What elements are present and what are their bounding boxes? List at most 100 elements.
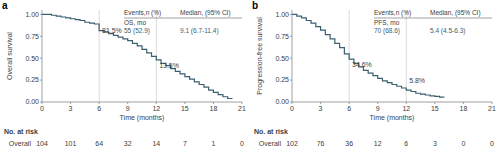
y-tick-label: 0.75 xyxy=(25,33,39,40)
x-tick-label: 15 xyxy=(431,105,439,112)
annotation: 81.5% xyxy=(102,27,122,34)
y-tick xyxy=(290,36,292,37)
table-header: Events,n (%) xyxy=(374,9,411,17)
risk-count: 32 xyxy=(124,140,132,147)
x-axis xyxy=(42,102,242,103)
x-axis xyxy=(292,102,492,103)
y-tick xyxy=(290,80,292,81)
survival-curve xyxy=(292,14,444,97)
y-tick-label: 0.00 xyxy=(275,98,289,105)
y-tick-label: 0.75 xyxy=(275,33,289,40)
x-tick xyxy=(463,102,464,104)
risk-row-label: Overall xyxy=(9,140,32,147)
risk-count: 7 xyxy=(183,140,187,147)
x-tick-label: 21 xyxy=(238,105,246,112)
y-tick-label: 0.25 xyxy=(275,76,289,83)
x-tick xyxy=(156,102,157,104)
risk-count: 12 xyxy=(374,140,382,147)
risk-count: 76 xyxy=(317,140,325,147)
table-value: 55 (52.9) xyxy=(124,27,150,35)
y-tick-label: 0.00 xyxy=(25,98,39,105)
y-tick-label: 0.25 xyxy=(25,76,39,83)
annotation: 34.6% xyxy=(352,61,372,68)
x-tick-label: 12 xyxy=(152,105,160,112)
x-tick xyxy=(406,102,407,104)
risk-count: 6 xyxy=(404,140,408,147)
x-tick-label: 12 xyxy=(402,105,410,112)
x-tick xyxy=(492,102,493,104)
x-tick xyxy=(320,102,321,104)
table-header: Median, (95% CI) xyxy=(430,9,481,17)
y-axis xyxy=(292,10,293,102)
x-tick xyxy=(377,102,378,104)
annotation: 13.5% xyxy=(159,62,179,69)
y-tick-label: 1.00 xyxy=(25,11,39,18)
table-value: 5.4 (4.5-6.3) xyxy=(430,27,465,35)
risk-count: 104 xyxy=(36,140,48,147)
panel-label: b xyxy=(252,0,258,11)
table-header: Median, (95% CI) xyxy=(180,9,231,17)
x-tick xyxy=(349,102,350,104)
y-tick xyxy=(290,58,292,59)
y-tick-label: 0.50 xyxy=(275,55,289,62)
risk-count: 1 xyxy=(211,140,215,147)
y-tick xyxy=(40,80,42,81)
x-tick xyxy=(70,102,71,104)
x-tick-label: 9 xyxy=(376,105,380,112)
x-axis-label: Time (months) xyxy=(370,114,415,122)
panel-label: a xyxy=(2,0,8,11)
risk-count: 3 xyxy=(433,140,437,147)
y-tick-label: 1.00 xyxy=(275,11,289,18)
y-tick xyxy=(290,14,292,15)
x-tick xyxy=(99,102,100,104)
table-value: 70 (68.6) xyxy=(374,27,400,35)
table-value: 9.1 (6.7-11.4) xyxy=(180,27,219,35)
panel: 0.000.250.500.751.00036912151821Time (mo… xyxy=(252,0,496,147)
x-tick xyxy=(434,102,435,104)
x-tick xyxy=(242,102,243,104)
x-tick xyxy=(127,102,128,104)
x-tick-label: 6 xyxy=(347,105,351,112)
x-tick-label: 18 xyxy=(210,105,218,112)
y-tick xyxy=(40,36,42,37)
x-tick-label: 0 xyxy=(290,105,294,112)
x-tick-label: 3 xyxy=(69,105,73,112)
risk-table-title: No. at risk xyxy=(254,128,288,135)
y-tick xyxy=(40,14,42,15)
x-tick-label: 15 xyxy=(181,105,189,112)
x-tick-label: 6 xyxy=(97,105,101,112)
risk-row-label: Overall xyxy=(259,140,282,147)
y-axis-label: Progression-free survival xyxy=(256,17,264,95)
chart: 0.000.250.500.751.00036912151821Time (mo… xyxy=(0,0,500,160)
risk-table-title: No. at risk xyxy=(4,128,38,135)
risk-count: 0 xyxy=(490,140,494,147)
annotation: 5.8% xyxy=(409,77,425,84)
y-axis xyxy=(42,10,43,102)
plot-area xyxy=(292,10,444,102)
risk-count: 102 xyxy=(286,140,298,147)
y-axis-label: Overall survival xyxy=(6,32,13,80)
x-tick xyxy=(42,102,43,104)
x-tick-label: 0 xyxy=(40,105,44,112)
x-axis-label: Time (months) xyxy=(120,114,165,122)
x-tick-label: 9 xyxy=(126,105,130,112)
risk-count: 36 xyxy=(345,140,353,147)
table-subheader: PFS, mo xyxy=(374,19,400,26)
y-tick xyxy=(40,58,42,59)
x-tick xyxy=(292,102,293,104)
risk-count: 64 xyxy=(95,140,103,147)
x-tick-label: 21 xyxy=(488,105,496,112)
x-tick-label: 3 xyxy=(319,105,323,112)
y-tick-label: 0.50 xyxy=(25,55,39,62)
x-tick xyxy=(213,102,214,104)
table-header: Events,n (%) xyxy=(124,9,161,17)
risk-count: 0 xyxy=(240,140,244,147)
x-tick-label: 18 xyxy=(460,105,468,112)
panel: 0.00 0.25 0.50 0.75 1.00 0 3 6 9 12 15 18 21 Time (mo… xyxy=(2,0,246,147)
plot-area xyxy=(42,10,232,102)
survival-curve xyxy=(42,14,232,98)
risk-count: 14 xyxy=(152,140,160,147)
table-subheader: OS, mo xyxy=(124,19,146,26)
x-tick xyxy=(184,102,185,104)
risk-count: 0 xyxy=(461,140,465,147)
